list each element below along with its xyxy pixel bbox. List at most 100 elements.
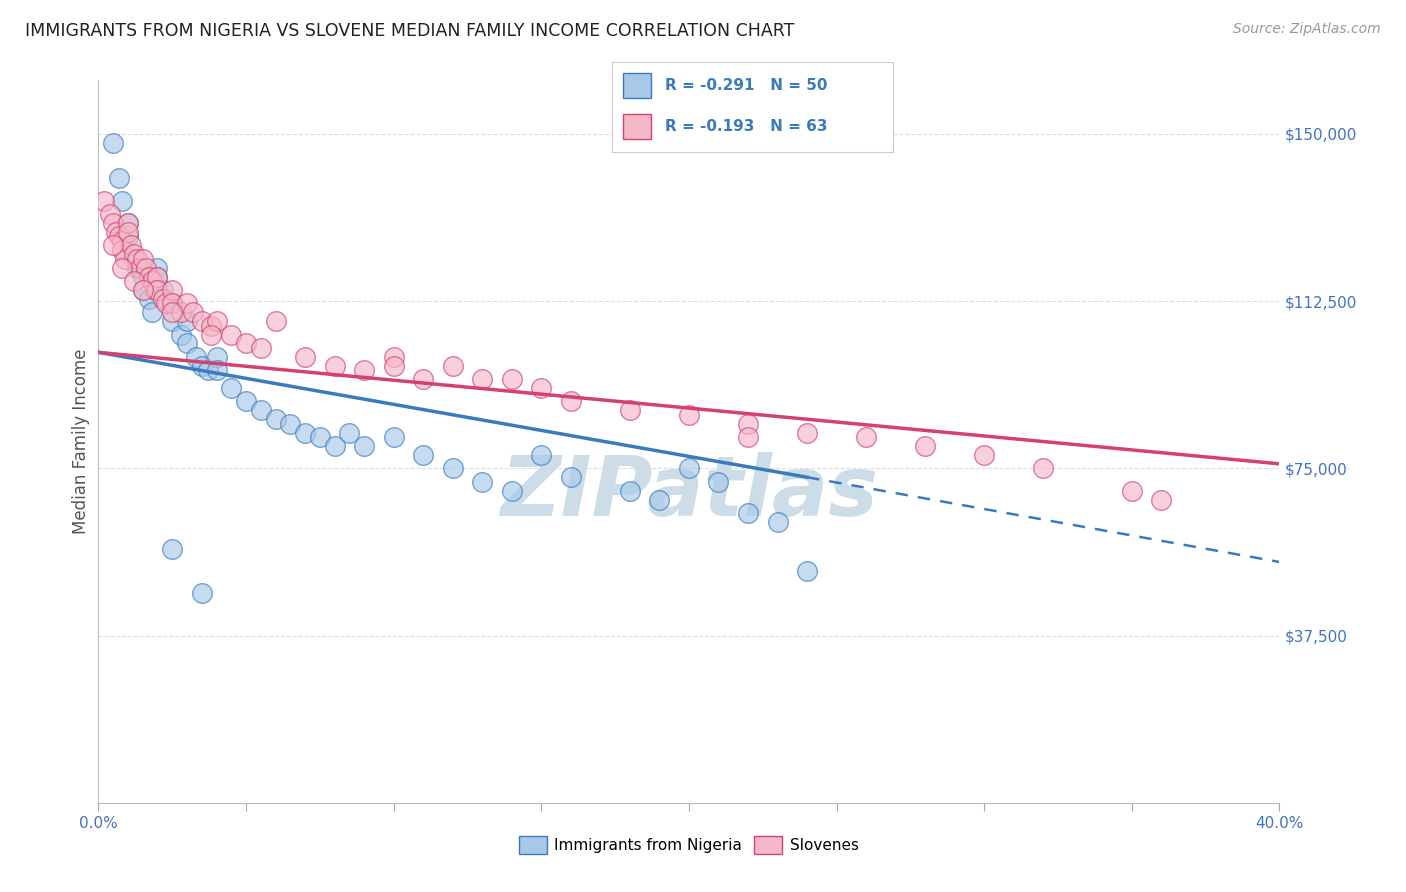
Point bbox=[914, 439, 936, 453]
Point bbox=[191, 586, 214, 600]
Point bbox=[117, 216, 139, 230]
Point bbox=[205, 350, 228, 364]
Point bbox=[108, 229, 131, 244]
Point bbox=[98, 207, 121, 221]
Point bbox=[162, 305, 183, 319]
Point bbox=[117, 216, 139, 230]
Point bbox=[122, 247, 145, 261]
Point bbox=[103, 136, 125, 150]
Point bbox=[382, 430, 405, 444]
Point bbox=[146, 269, 169, 284]
Point bbox=[205, 363, 228, 377]
Point bbox=[205, 314, 228, 328]
Point bbox=[441, 359, 464, 373]
Point bbox=[280, 417, 302, 431]
Point bbox=[191, 314, 214, 328]
Point bbox=[132, 283, 155, 297]
Point bbox=[530, 448, 553, 462]
Point bbox=[648, 492, 671, 507]
Point bbox=[353, 439, 375, 453]
Point bbox=[235, 336, 257, 351]
Point bbox=[200, 327, 222, 342]
Point bbox=[111, 234, 134, 248]
Point bbox=[162, 314, 183, 328]
Point bbox=[294, 350, 316, 364]
Point bbox=[471, 372, 494, 386]
Point bbox=[152, 292, 174, 306]
Point bbox=[250, 341, 273, 355]
Point bbox=[122, 274, 145, 288]
Bar bbox=[623, 114, 651, 139]
Point bbox=[181, 305, 204, 319]
Point bbox=[530, 381, 553, 395]
Point bbox=[678, 408, 700, 422]
Point bbox=[1150, 492, 1173, 507]
Point bbox=[264, 412, 287, 426]
Point bbox=[382, 359, 405, 373]
Point bbox=[766, 515, 789, 529]
Point bbox=[560, 394, 582, 409]
Point bbox=[122, 252, 145, 266]
Point bbox=[501, 483, 523, 498]
Point bbox=[155, 296, 177, 310]
Text: IMMIGRANTS FROM NIGERIA VS SLOVENE MEDIAN FAMILY INCOME CORRELATION CHART: IMMIGRANTS FROM NIGERIA VS SLOVENE MEDIA… bbox=[25, 22, 794, 40]
Point bbox=[619, 483, 641, 498]
Point bbox=[152, 283, 174, 297]
Point bbox=[170, 327, 193, 342]
Point bbox=[111, 243, 134, 257]
Point bbox=[855, 430, 877, 444]
Point bbox=[176, 296, 198, 310]
Point bbox=[501, 372, 523, 386]
Point bbox=[191, 359, 214, 373]
Point bbox=[146, 269, 169, 284]
Point bbox=[162, 296, 183, 310]
Point bbox=[111, 260, 134, 275]
Point bbox=[141, 274, 163, 288]
Text: R = -0.291   N = 50: R = -0.291 N = 50 bbox=[665, 78, 828, 93]
Text: ZIPatlas: ZIPatlas bbox=[501, 451, 877, 533]
Point bbox=[1032, 461, 1054, 475]
Point bbox=[108, 171, 131, 186]
Point bbox=[412, 372, 434, 386]
Point bbox=[560, 470, 582, 484]
Point bbox=[162, 541, 183, 556]
Point bbox=[162, 296, 183, 310]
Point bbox=[309, 430, 332, 444]
Point bbox=[737, 417, 759, 431]
Point bbox=[264, 314, 287, 328]
Point bbox=[294, 425, 316, 440]
Point bbox=[184, 350, 207, 364]
Point bbox=[170, 305, 193, 319]
Point bbox=[132, 283, 155, 297]
Point bbox=[737, 506, 759, 520]
Point bbox=[138, 269, 160, 284]
Point bbox=[200, 318, 222, 333]
Point bbox=[619, 403, 641, 417]
Point bbox=[143, 283, 166, 297]
Point bbox=[382, 350, 405, 364]
Point bbox=[973, 448, 995, 462]
Point bbox=[339, 425, 361, 440]
Point bbox=[162, 283, 183, 297]
Point bbox=[138, 292, 160, 306]
Point bbox=[197, 363, 219, 377]
Point bbox=[796, 425, 818, 440]
Legend: Immigrants from Nigeria, Slovenes: Immigrants from Nigeria, Slovenes bbox=[513, 830, 865, 860]
Point bbox=[125, 260, 148, 275]
Point bbox=[176, 336, 198, 351]
Point bbox=[176, 314, 198, 328]
Point bbox=[678, 461, 700, 475]
Point bbox=[221, 381, 243, 395]
Point bbox=[111, 194, 134, 208]
Point bbox=[323, 439, 346, 453]
Point bbox=[132, 252, 155, 266]
Point bbox=[146, 283, 169, 297]
Point bbox=[132, 269, 155, 284]
Point bbox=[707, 475, 730, 489]
Bar bbox=[623, 73, 651, 98]
Text: R = -0.193   N = 63: R = -0.193 N = 63 bbox=[665, 119, 828, 134]
Point bbox=[796, 564, 818, 578]
Point bbox=[141, 305, 163, 319]
Point bbox=[221, 327, 243, 342]
Point bbox=[146, 260, 169, 275]
